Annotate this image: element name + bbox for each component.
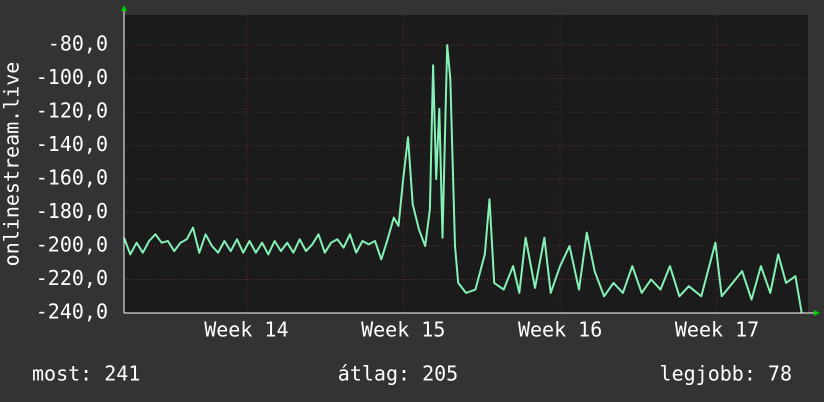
x-tick-label: Week 14 [204, 318, 288, 342]
x-tick-label: Week 17 [675, 318, 759, 342]
y-tick-label: -220,0 [36, 266, 108, 290]
y-tick-label: -140,0 [36, 132, 108, 156]
footer-best: legjobb: 78 [660, 362, 792, 386]
y-axis-label: onlinestream.live [0, 62, 24, 267]
y-axis-arrow [121, 5, 127, 11]
y-tick-label: -80,0 [48, 32, 108, 56]
y-tick-label: -200,0 [36, 233, 108, 257]
y-tick-label: -100,0 [36, 65, 108, 89]
y-tick-label: -240,0 [36, 300, 108, 324]
footer-average: átlag: 205 [338, 362, 458, 386]
y-tick-label: -160,0 [36, 166, 108, 190]
footer-current: most: 241 [32, 362, 140, 386]
plot-area [124, 15, 808, 313]
line-series [123, 44, 803, 314]
x-axis-arrow [814, 310, 820, 316]
y-tick-label: -120,0 [36, 99, 108, 123]
y-tick-label: -180,0 [36, 199, 108, 223]
x-tick-label: Week 15 [361, 318, 445, 342]
x-tick-label: Week 16 [518, 318, 602, 342]
